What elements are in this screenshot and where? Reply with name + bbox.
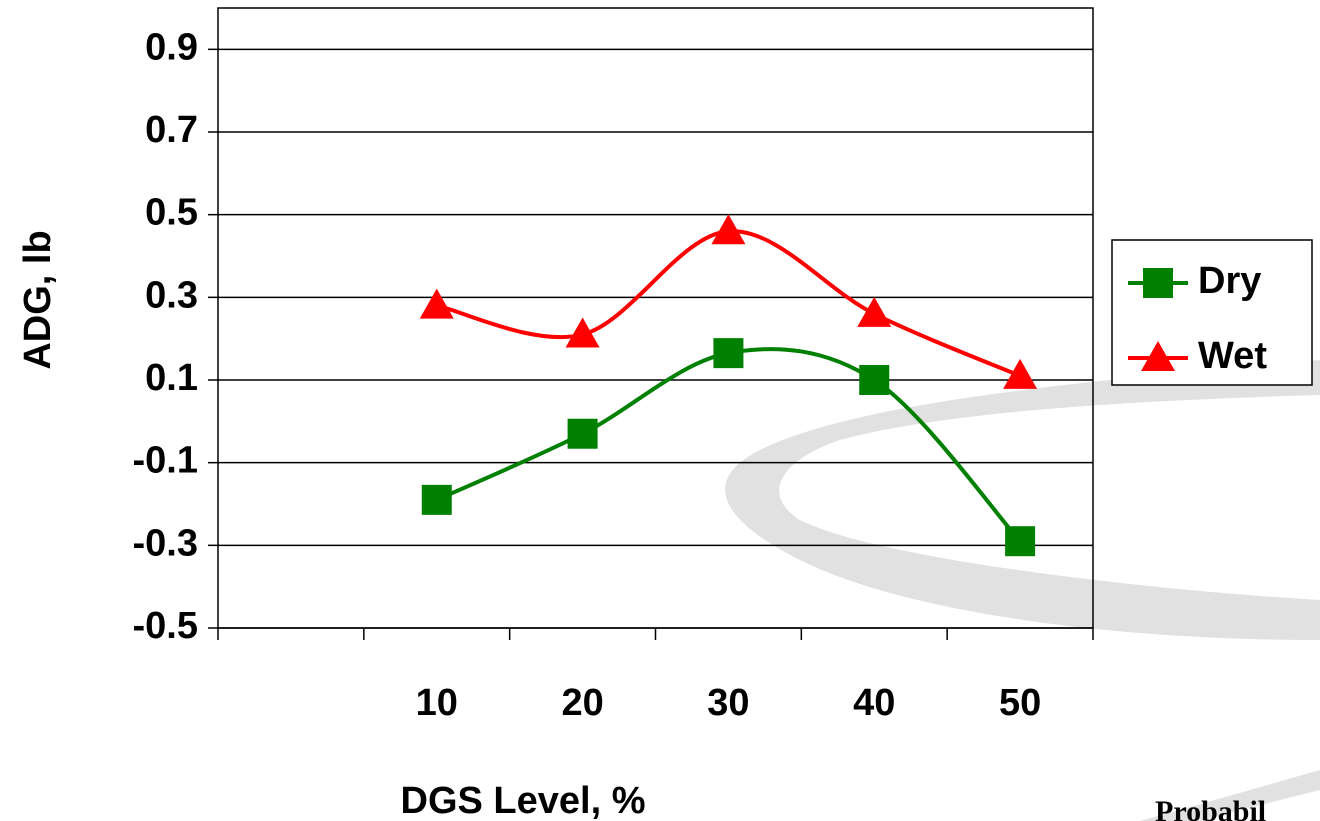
y-tick-label: 0.3 (145, 274, 198, 316)
x-tick-label: 20 (561, 682, 603, 724)
x-tick-label: 30 (707, 682, 749, 724)
marker (857, 297, 891, 327)
marker (566, 318, 600, 348)
y-tick-label: 0.7 (145, 109, 198, 151)
marker (1003, 359, 1037, 389)
y-tick-label: -0.3 (133, 522, 198, 564)
y-tick-label: 0.5 (145, 192, 198, 234)
legend-label: Dry (1198, 260, 1261, 302)
x-tick-label: 10 (416, 682, 458, 724)
marker (420, 289, 454, 319)
plot-frame (218, 8, 1093, 628)
annotation: Probabil (1155, 795, 1266, 821)
x-tick-label: 40 (853, 682, 895, 724)
marker (568, 419, 598, 449)
x-tick-label: 50 (999, 682, 1041, 724)
y-tick-label: 0.9 (145, 26, 198, 68)
y-tick-label: 0.1 (145, 357, 198, 399)
page: Probabil DGS Level, % ADG, lb -0.5 -0.3 -0… (0, 0, 1320, 821)
y-tick-label: -0.5 (133, 605, 198, 647)
legend-label: Wet (1198, 335, 1267, 377)
marker (713, 338, 743, 368)
marker (422, 485, 452, 515)
marker (1143, 268, 1173, 298)
marker (859, 365, 889, 395)
series-line (437, 349, 1020, 541)
marker (1005, 526, 1035, 556)
y-tick-label: -0.1 (133, 440, 198, 482)
background-swoosh (725, 360, 1320, 821)
marker (711, 214, 745, 244)
y-axis-label: ADG, lb (17, 230, 59, 369)
x-axis-label: DGS Level, % (401, 780, 646, 821)
legend: Dry Wet (1112, 240, 1312, 385)
chart: Probabil DGS Level, % ADG, lb -0.5 -0.3 -0… (0, 0, 1320, 821)
